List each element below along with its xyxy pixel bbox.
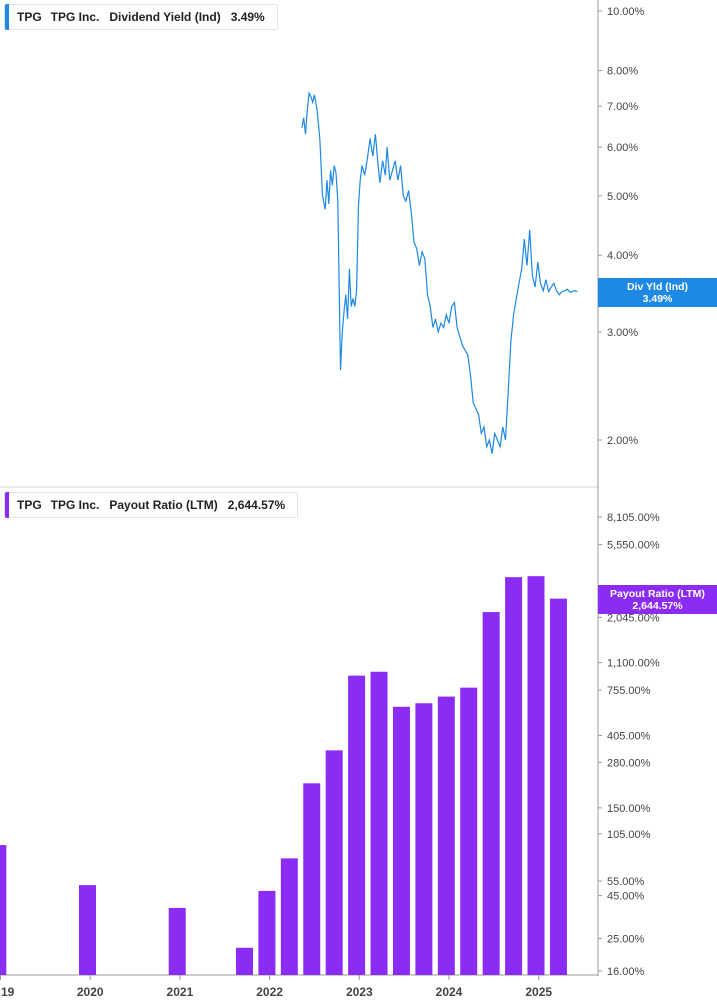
yield-current-flag: Div Yld (Ind) 3.49% xyxy=(598,278,717,307)
bottom-y-axis: 16.00% 25.00% 45.00% 55.00% 105.00% 150.00% 28… xyxy=(598,512,660,978)
payout-flag-value: 2,644.57% xyxy=(632,600,683,612)
bottom-legend-value: 2,644.57% xyxy=(227,498,286,512)
payout-swatch xyxy=(5,492,9,518)
payout-bar xyxy=(168,907,186,975)
x-tick-label: 2021 xyxy=(167,985,194,999)
payout-bar xyxy=(348,675,366,975)
top-legend-value: 3.49% xyxy=(230,10,265,24)
y-tick-label: 2,045.00% xyxy=(607,612,660,624)
payout-flag-label: Payout Ratio (LTM) xyxy=(610,588,705,600)
y-tick-label: 150.00% xyxy=(607,803,651,815)
x-tick-label: 2023 xyxy=(346,985,373,999)
dividend-yield-line xyxy=(301,91,578,454)
y-tick-label: 3.00% xyxy=(607,327,638,339)
y-tick-label: 8.00% xyxy=(607,65,638,77)
y-tick-label: 10.00% xyxy=(607,6,645,18)
y-tick-label: 8,105.00% xyxy=(607,512,660,524)
payout-bar xyxy=(415,703,433,975)
y-tick-label: 7.00% xyxy=(607,101,638,113)
x-axis: 19 2020 2021 2022 2023 2024 2025 xyxy=(0,975,552,999)
payout-bar xyxy=(325,750,343,975)
x-tick-label: 2022 xyxy=(256,985,283,999)
bottom-legend-ticker: TPG xyxy=(17,498,42,512)
y-tick-label: 1,100.00% xyxy=(607,658,660,670)
y-tick-label: 405.00% xyxy=(607,730,651,742)
payout-bar xyxy=(303,783,321,975)
payout-bar xyxy=(235,947,253,975)
y-tick-label: 25.00% xyxy=(607,933,645,945)
y-tick-label: 4.00% xyxy=(607,250,638,262)
yield-flag-label: Div Yld (Ind) xyxy=(626,281,689,293)
y-tick-label: 755.00% xyxy=(607,685,651,697)
payout-bar xyxy=(505,577,523,975)
y-tick-label: 16.00% xyxy=(607,966,645,978)
yield-flag-value: 3.49% xyxy=(642,293,673,305)
x-tick-label: 2020 xyxy=(77,985,104,999)
payout-bar xyxy=(460,687,478,975)
y-tick-label: 45.00% xyxy=(607,891,645,903)
top-y-axis: 2.00% 3.00% 4.00% 5.00% 6.00% 7.00% 8.00% 10.00… xyxy=(598,6,645,447)
payout-bar xyxy=(0,845,7,975)
payout-bars xyxy=(0,576,567,975)
payout-bar xyxy=(79,885,97,975)
y-tick-label: 105.00% xyxy=(607,829,651,841)
payout-bar xyxy=(437,696,455,975)
y-tick-label: 6.00% xyxy=(607,142,638,154)
y-tick-label: 55.00% xyxy=(607,876,645,888)
yield-swatch xyxy=(5,4,9,30)
payout-bar xyxy=(392,706,410,975)
top-legend-company: TPG Inc. xyxy=(50,10,100,24)
y-tick-label: 5.00% xyxy=(607,191,638,203)
bottom-legend: TPG TPG Inc. Payout Ratio (LTM) 2,644.57… xyxy=(4,492,299,518)
x-tick-label: 19 xyxy=(1,985,15,999)
y-tick-label: 280.00% xyxy=(607,757,651,769)
payout-bar xyxy=(549,598,567,975)
bottom-legend-metric: Payout Ratio (LTM) xyxy=(109,498,218,512)
x-tick-label: 2025 xyxy=(525,985,552,999)
y-tick-label: 5,550.00% xyxy=(607,540,660,552)
payout-current-flag: Payout Ratio (LTM) 2,644.57% xyxy=(598,585,717,614)
payout-bar xyxy=(527,576,545,975)
top-legend-metric: Dividend Yield (Ind) xyxy=(109,10,221,24)
payout-bar xyxy=(280,858,298,975)
top-legend: TPG TPG Inc. Dividend Yield (Ind) 3.49% xyxy=(4,4,278,30)
payout-bar xyxy=(482,612,500,975)
y-tick-label: 2.00% xyxy=(607,435,638,447)
bottom-legend-company: TPG Inc. xyxy=(50,498,100,512)
x-tick-label: 2024 xyxy=(436,985,463,999)
top-legend-ticker: TPG xyxy=(17,10,42,24)
payout-bar xyxy=(258,890,276,975)
payout-bar xyxy=(370,671,388,975)
